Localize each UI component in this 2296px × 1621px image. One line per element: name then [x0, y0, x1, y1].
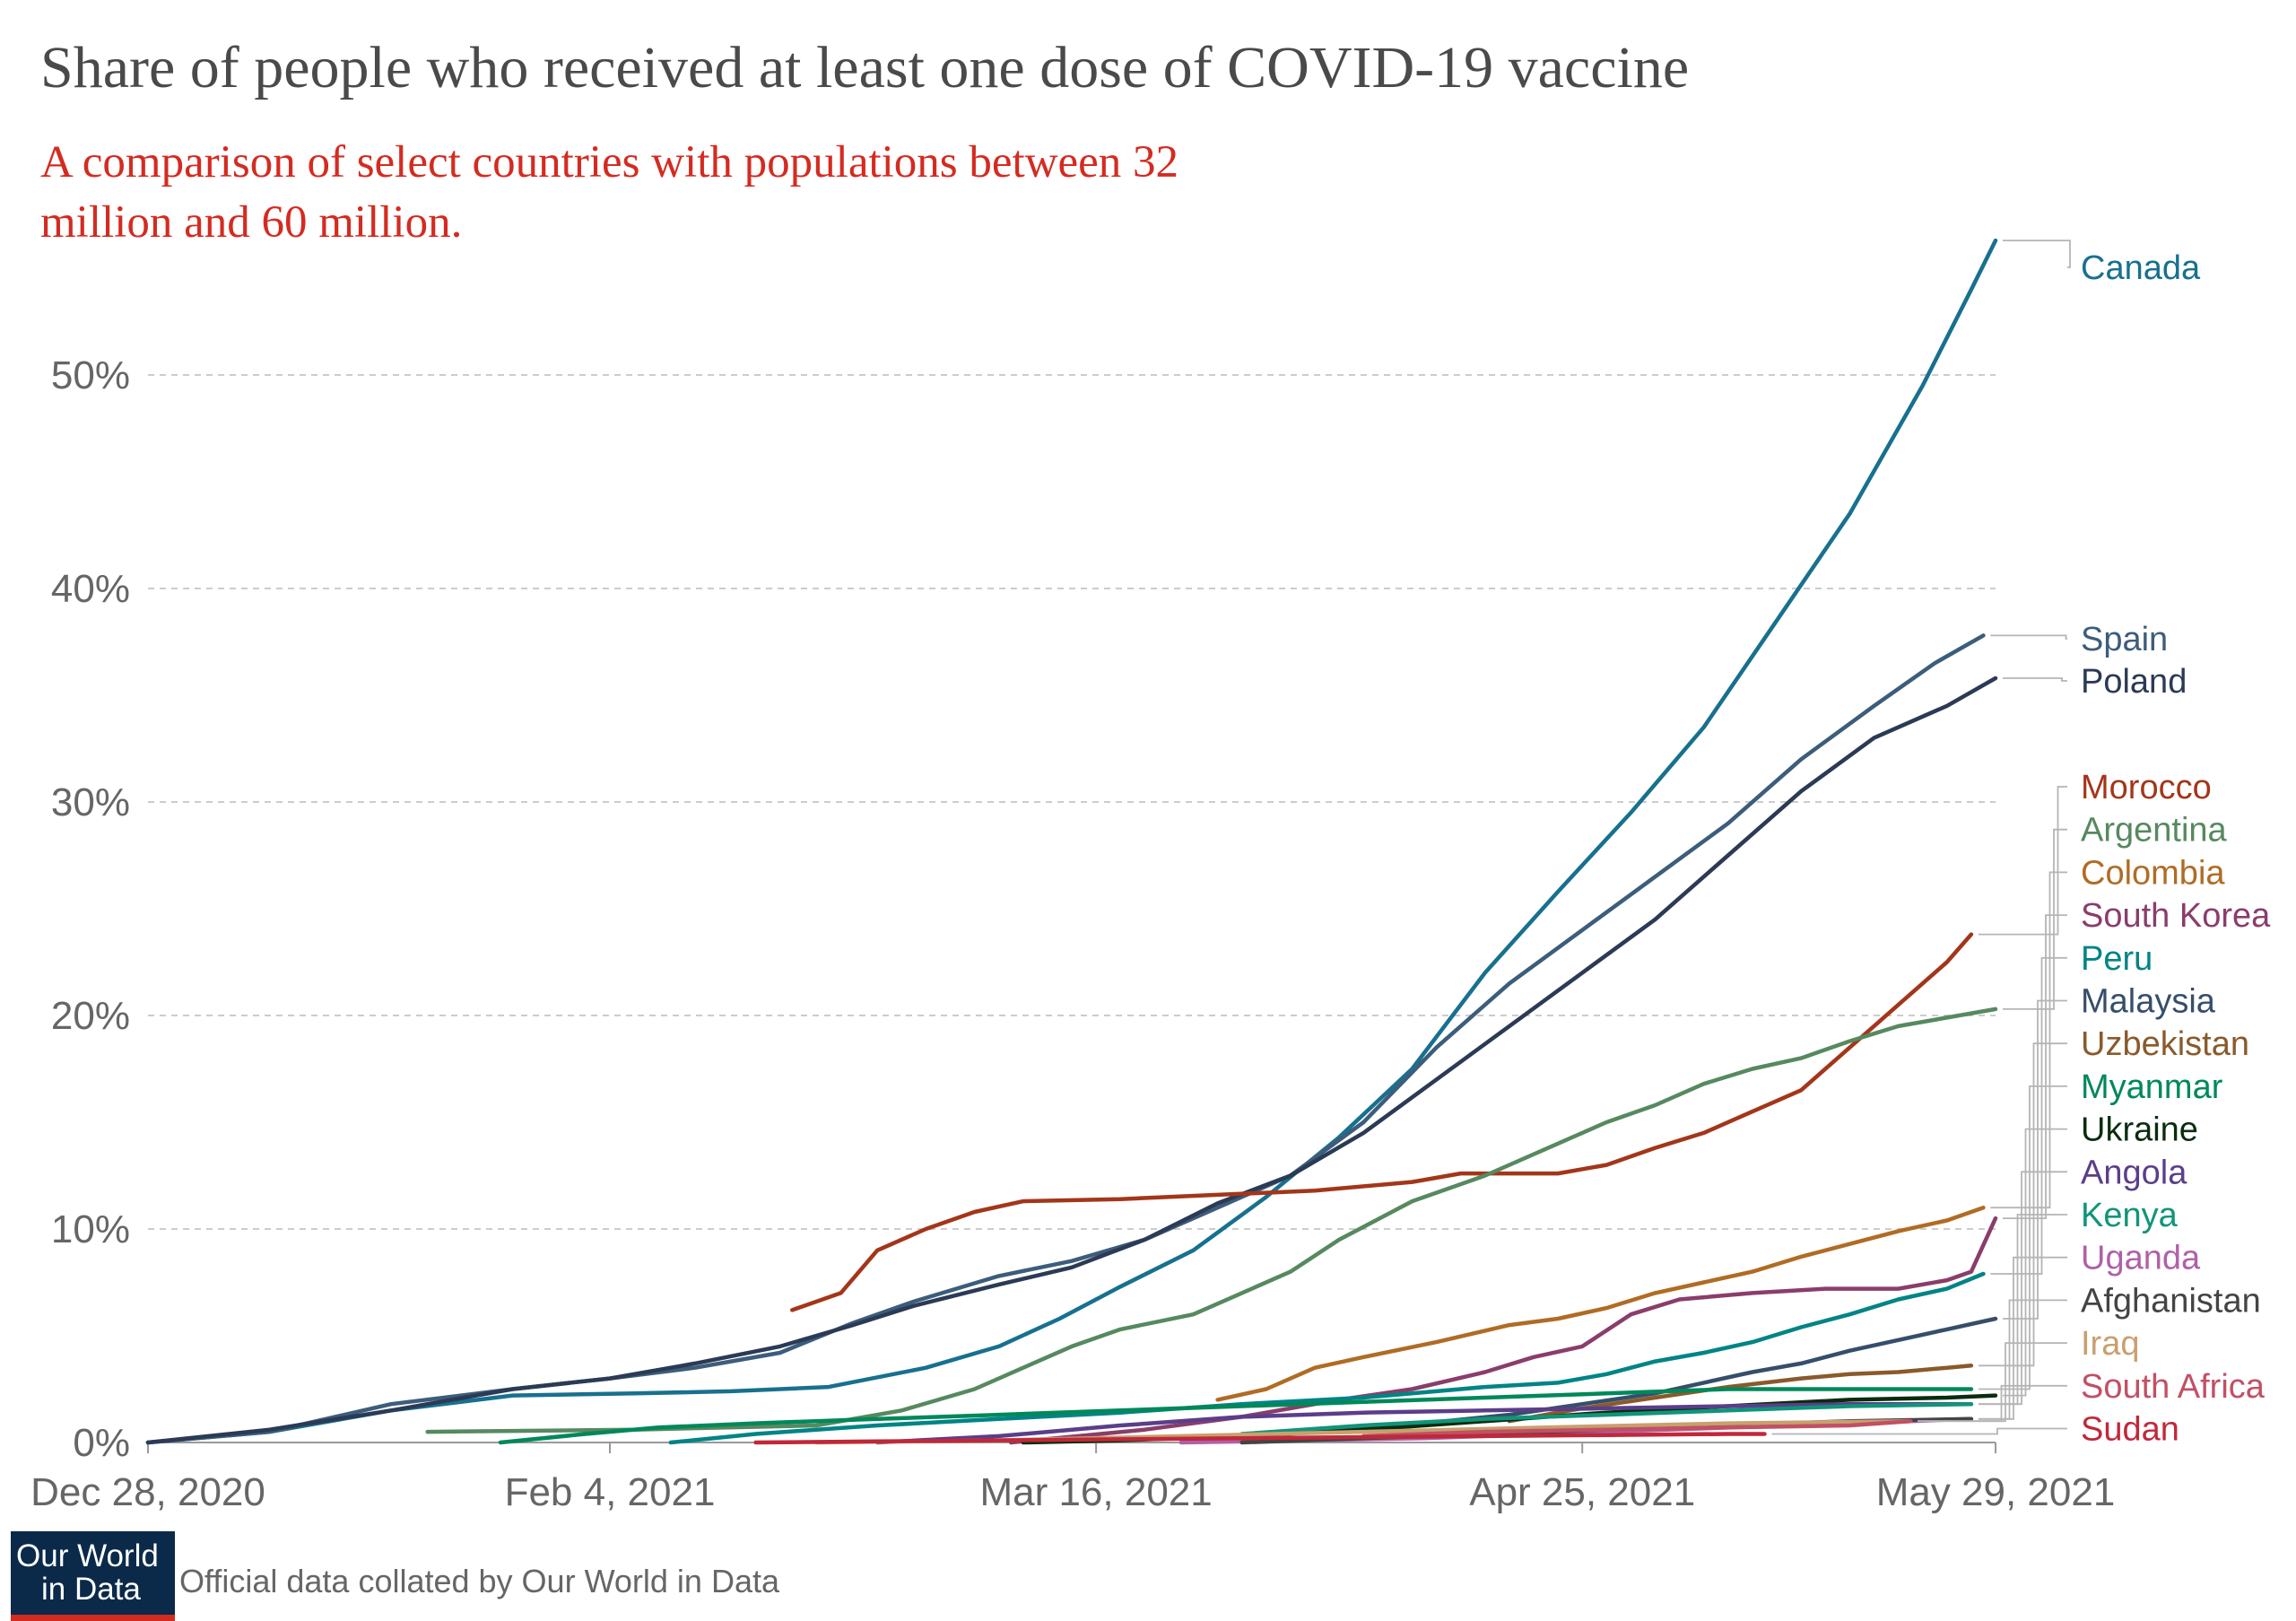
source-note: Official data collated by Our World in D…: [179, 1563, 779, 1599]
legend-connector: [2003, 1128, 2067, 1397]
y-axis-ticks: 0% 10% 20% 30% 40% 50%: [51, 353, 130, 1465]
logo-line-2: in Data: [41, 1572, 141, 1607]
owid-logo[interactable]: Our World in Data: [11, 1531, 175, 1621]
y-tick-label: 20%: [51, 994, 130, 1038]
x-tick-label: Feb 4, 2021: [505, 1470, 716, 1514]
chart-subtitle: A comparison of select countries with po…: [40, 137, 1179, 248]
x-tick-label: Dec 28, 2020: [30, 1470, 265, 1514]
y-tick-label: 40%: [51, 567, 130, 611]
legend-connector: [2003, 999, 2067, 1320]
legend-connector: [1978, 1042, 2067, 1367]
logo-line-1: Our World: [16, 1538, 159, 1573]
series-line[interactable]: [1215, 1205, 1986, 1402]
legend-label[interactable]: Sudan: [2081, 1411, 2179, 1449]
legend: Canada Spain Poland Morocco Argentina Colombi…: [1771, 240, 2271, 1449]
series-line[interactable]: [1239, 1401, 1974, 1436]
series-line[interactable]: [425, 1007, 1998, 1434]
series-line[interactable]: [145, 633, 1986, 1445]
series-lines: [145, 238, 1998, 1445]
legend-label[interactable]: Poland: [2081, 663, 2187, 701]
legend-label[interactable]: Argentina: [2081, 812, 2228, 850]
legend-label[interactable]: Ukraine: [2081, 1111, 2198, 1149]
legend-label[interactable]: Spain: [2081, 621, 2168, 658]
gridlines: [148, 374, 1996, 1230]
legend-label[interactable]: Iraq: [2081, 1325, 2139, 1363]
legend-connector: [1990, 634, 2067, 640]
series-line[interactable]: [145, 238, 1998, 1445]
legend-connector: [1990, 956, 2067, 1275]
series-line[interactable]: [1008, 1216, 1998, 1445]
x-tick-label: Apr 25, 2021: [1469, 1470, 1695, 1514]
legend-label[interactable]: Peru: [2081, 940, 2152, 978]
legend-label[interactable]: South Korea: [2081, 897, 2271, 935]
series-line[interactable]: [498, 1387, 1974, 1445]
legend-connector: [2003, 914, 2067, 1219]
chart-title: Share of people who received at least on…: [40, 35, 1690, 100]
legend-connector: [1978, 1299, 2067, 1420]
x-tick-label: Mar 16, 2021: [979, 1470, 1212, 1514]
legend-connector: [2003, 828, 2067, 1010]
series-line[interactable]: [874, 1401, 1974, 1445]
legend-connector: [1918, 1384, 2067, 1423]
legend-label[interactable]: Morocco: [2081, 769, 2212, 806]
series-line[interactable]: [145, 675, 1998, 1445]
legend-label[interactable]: Uganda: [2081, 1240, 2201, 1277]
legend-label[interactable]: Canada: [2081, 249, 2201, 287]
series-line[interactable]: [668, 1271, 1986, 1445]
y-tick-label: 50%: [51, 353, 130, 397]
y-tick-label: 0%: [73, 1421, 130, 1465]
legend-label[interactable]: Afghanistan: [2081, 1282, 2261, 1320]
legend-connector: [1978, 1171, 2067, 1406]
series-line[interactable]: [1361, 1418, 1913, 1439]
legend-connector: [2003, 677, 2067, 682]
x-tick-label: May 29, 2021: [1876, 1470, 2116, 1514]
legend-label[interactable]: Angola: [2081, 1154, 2187, 1191]
legend-label[interactable]: Myanmar: [2081, 1068, 2223, 1106]
legend-connector: [1918, 1342, 2067, 1423]
legend-connector: [1978, 1085, 2067, 1390]
y-tick-label: 30%: [51, 780, 130, 824]
y-tick-label: 10%: [51, 1207, 130, 1251]
x-axis-ticks: Dec 28, 2020 Feb 4, 2021 Mar 16, 2021 Apr 2…: [30, 1442, 2115, 1514]
legend-connector: [1990, 871, 2067, 1209]
series-line[interactable]: [790, 932, 1974, 1312]
legend-label[interactable]: Colombia: [2081, 854, 2225, 892]
legend-connector: [1978, 786, 2067, 936]
legend-connector: [1978, 1214, 2067, 1406]
series-line[interactable]: [753, 1432, 1767, 1445]
series-line[interactable]: [1507, 1364, 1974, 1424]
legend-connector: [1771, 1427, 2067, 1435]
legend-label[interactable]: Kenya: [2081, 1197, 2179, 1234]
legend-label[interactable]: Uzbekistan: [2081, 1025, 2249, 1063]
legend-label[interactable]: Malaysia: [2081, 983, 2216, 1021]
legend-label[interactable]: South Africa: [2081, 1368, 2266, 1406]
legend-connector: [2003, 240, 2071, 268]
